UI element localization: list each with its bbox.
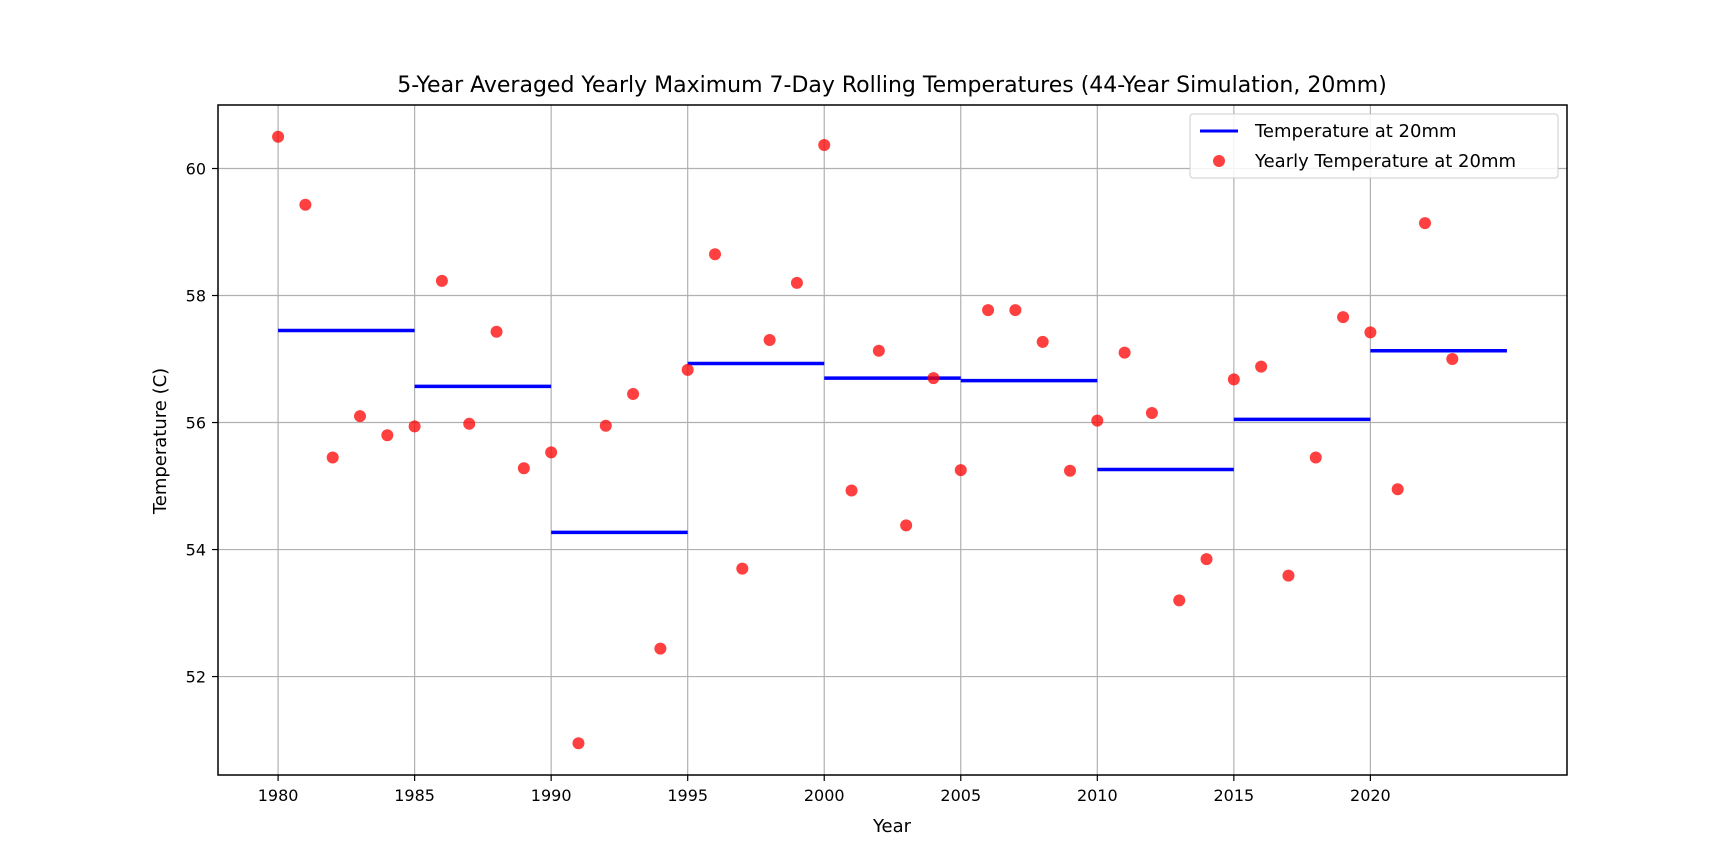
data-point bbox=[1064, 464, 1076, 477]
data-point bbox=[845, 484, 858, 497]
data-point bbox=[818, 139, 831, 152]
y-tick-label: 58 bbox=[186, 287, 206, 306]
x-tick-label: 2005 bbox=[940, 786, 981, 805]
x-tick-label: 1995 bbox=[667, 786, 708, 805]
data-point bbox=[1282, 569, 1295, 582]
data-point bbox=[1200, 553, 1213, 566]
data-point bbox=[435, 274, 448, 287]
data-point bbox=[627, 387, 640, 400]
data-point bbox=[1419, 217, 1431, 230]
data-point bbox=[408, 420, 421, 433]
data-point bbox=[982, 304, 995, 317]
data-point bbox=[1364, 326, 1377, 339]
x-axis-label: Year bbox=[872, 816, 912, 837]
data-point bbox=[463, 417, 476, 430]
legend-label-points: Yearly Temperature at 20mm bbox=[1254, 151, 1516, 172]
chart-title: 5-Year Averaged Yearly Maximum 7-Day Rol… bbox=[397, 73, 1387, 98]
data-point bbox=[1391, 483, 1404, 496]
data-point bbox=[272, 130, 285, 143]
data-point bbox=[1173, 594, 1186, 607]
data-point bbox=[900, 519, 913, 532]
grid bbox=[218, 105, 1567, 775]
data-point bbox=[736, 562, 749, 575]
data-point bbox=[299, 198, 312, 211]
data-point bbox=[872, 344, 885, 357]
data-point bbox=[954, 464, 967, 477]
ticks: 1980 1985 1990 1995 2000 2005 2010 2015 2020 52 54… bbox=[186, 160, 1391, 805]
data-point bbox=[654, 642, 667, 655]
legend: Temperature at 20mm Yearly Temperature a… bbox=[1189, 113, 1559, 179]
data-point bbox=[681, 363, 694, 376]
legend-point-marker bbox=[1213, 155, 1225, 167]
x-tick-label: 2015 bbox=[1213, 786, 1254, 805]
data-point bbox=[1337, 311, 1350, 324]
plot-area bbox=[272, 130, 1507, 750]
y-tick-label: 54 bbox=[186, 541, 206, 560]
data-point bbox=[599, 419, 612, 432]
data-point bbox=[1091, 414, 1104, 427]
data-point bbox=[790, 276, 803, 289]
x-tick-label: 1990 bbox=[531, 786, 572, 805]
y-tick-label: 52 bbox=[186, 668, 206, 687]
axes-frame bbox=[217, 104, 1568, 776]
data-point bbox=[1145, 407, 1158, 420]
data-point bbox=[381, 429, 394, 442]
x-tick-label: 2020 bbox=[1350, 786, 1391, 805]
data-point bbox=[517, 462, 530, 475]
data-point bbox=[572, 737, 585, 750]
data-point bbox=[490, 325, 503, 338]
data-point bbox=[1309, 451, 1322, 464]
x-tick-label: 1985 bbox=[394, 786, 435, 805]
data-point bbox=[927, 372, 940, 385]
data-point bbox=[545, 446, 558, 459]
data-point bbox=[1255, 360, 1268, 373]
data-point bbox=[326, 451, 339, 464]
data-point bbox=[1227, 373, 1240, 386]
data-point bbox=[354, 410, 366, 423]
data-point bbox=[1446, 353, 1459, 366]
y-tick-label: 60 bbox=[186, 160, 206, 179]
legend-label-line: Temperature at 20mm bbox=[1254, 121, 1457, 142]
data-point bbox=[1118, 346, 1131, 359]
y-tick-label: 56 bbox=[186, 414, 206, 433]
y-axis-label: Temperature (C) bbox=[150, 368, 171, 515]
data-point bbox=[709, 248, 721, 261]
legend-box bbox=[1189, 113, 1559, 179]
x-tick-label: 1980 bbox=[258, 786, 299, 805]
x-tick-label: 2000 bbox=[804, 786, 845, 805]
data-point bbox=[763, 333, 776, 346]
data-point bbox=[1009, 304, 1022, 317]
data-point bbox=[1036, 335, 1049, 348]
x-tick-label: 2010 bbox=[1077, 786, 1118, 805]
